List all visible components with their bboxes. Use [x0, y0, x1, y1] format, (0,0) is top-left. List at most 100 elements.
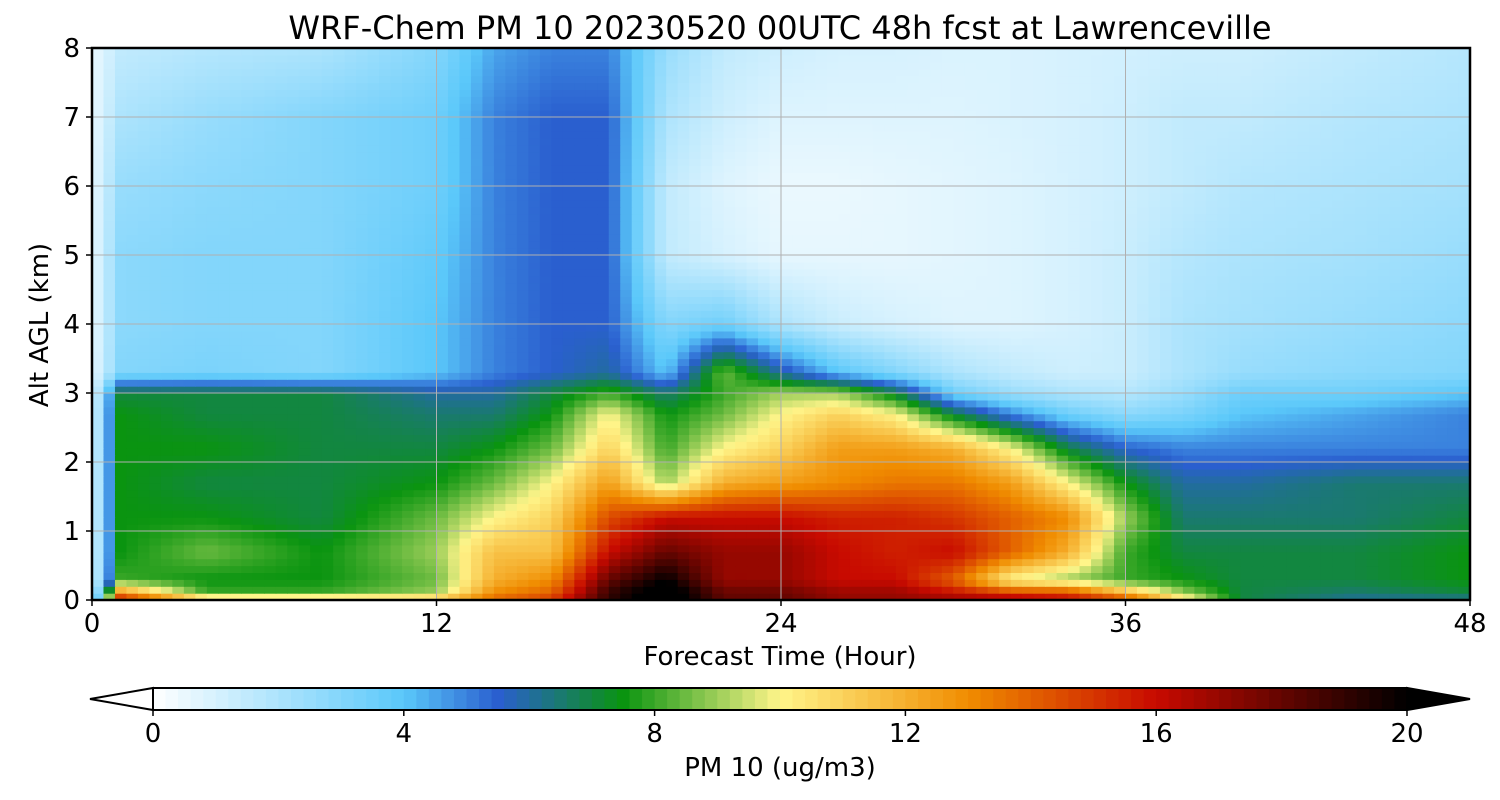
heatmap-cell — [298, 413, 311, 422]
heatmap-cell — [470, 386, 484, 394]
heatmap-cell — [1401, 455, 1414, 463]
heatmap-cell — [758, 399, 771, 408]
heatmap-cell — [356, 399, 369, 408]
heatmap-cell — [160, 399, 173, 408]
heatmap-cell — [735, 330, 748, 339]
heatmap-cell — [1022, 393, 1035, 401]
heatmap-cell — [1079, 406, 1092, 415]
heatmap-cell — [735, 448, 748, 456]
heatmap-cell — [367, 310, 380, 318]
heatmap-cell — [654, 517, 667, 525]
heatmap-cell — [769, 593, 782, 600]
heatmap-cell — [1045, 496, 1058, 504]
heatmap-cell — [1102, 565, 1115, 573]
heatmap-cell — [1079, 379, 1092, 387]
heatmap-cell — [918, 310, 931, 318]
heatmap-cell — [1182, 399, 1195, 408]
heatmap-cell — [241, 351, 254, 360]
heatmap-cell — [849, 372, 862, 380]
heatmap-cell — [229, 593, 242, 600]
heatmap-cell — [654, 386, 667, 394]
heatmap-cell — [1320, 531, 1333, 539]
heatmap-cell — [643, 351, 656, 360]
heatmap-cell — [907, 593, 920, 600]
heatmap-cell — [815, 572, 828, 580]
heatmap-cell — [539, 544, 552, 553]
heatmap-cell — [631, 468, 644, 477]
heatmap-cell — [838, 413, 851, 422]
heatmap-cell — [1366, 551, 1379, 560]
heatmap-cell — [218, 593, 231, 600]
heatmap-cell — [918, 551, 931, 560]
heatmap-cell — [895, 468, 908, 477]
heatmap-cell — [895, 537, 908, 546]
heatmap-cell — [1297, 413, 1310, 422]
heatmap-cell — [700, 310, 713, 318]
heatmap-cell — [1045, 572, 1058, 580]
heatmap-cell — [826, 475, 840, 484]
heatmap-cell — [1182, 579, 1195, 587]
heatmap-cell — [964, 393, 977, 401]
heatmap-cell — [1286, 372, 1299, 380]
heatmap-cell — [654, 420, 667, 429]
heatmap-cell — [941, 551, 954, 560]
heatmap-cell — [1079, 489, 1092, 498]
heatmap-cell — [700, 448, 713, 456]
heatmap-cell — [1378, 517, 1391, 525]
heatmap-cell — [379, 482, 392, 491]
heatmap-cell — [1056, 393, 1069, 401]
heatmap-cell — [631, 544, 644, 553]
heatmap-cell — [447, 317, 461, 325]
heatmap-cell — [436, 551, 449, 560]
heatmap-cell — [1286, 441, 1299, 449]
heatmap-cell — [918, 489, 931, 498]
heatmap-cell — [746, 593, 759, 600]
heatmap-cell — [1447, 344, 1460, 353]
heatmap-cell — [1458, 489, 1470, 498]
heatmap-cell — [1079, 475, 1092, 484]
heatmap-cell — [356, 365, 369, 373]
heatmap-cell — [976, 524, 989, 532]
heatmap-cell — [1286, 468, 1299, 477]
heatmap-cell — [1228, 365, 1241, 373]
heatmap-cell — [907, 393, 920, 401]
heatmap-cell — [574, 379, 587, 387]
heatmap-cell — [367, 448, 380, 456]
heatmap-cell — [1194, 468, 1207, 477]
heatmap-cell — [241, 379, 254, 387]
heatmap-cell — [1355, 517, 1368, 525]
heatmap-cell — [114, 524, 128, 532]
heatmap-cell — [631, 531, 644, 539]
heatmap-cell — [1458, 544, 1470, 553]
heatmap-cell — [608, 593, 621, 600]
heatmap-cell — [953, 351, 966, 360]
heatmap-cell — [137, 393, 151, 401]
heatmap-cell — [1010, 399, 1023, 408]
heatmap-cell — [826, 351, 840, 360]
heatmap-cell — [1297, 427, 1310, 435]
heatmap-cell — [1435, 551, 1448, 560]
heatmap-cell — [390, 365, 403, 373]
heatmap-cell — [505, 386, 518, 394]
heatmap-cell — [470, 565, 484, 573]
heatmap-cell — [769, 399, 782, 408]
heatmap-cell — [114, 441, 128, 449]
heatmap-cell — [1136, 551, 1150, 560]
heatmap-cell — [1274, 462, 1287, 470]
heatmap-cell — [379, 524, 392, 532]
heatmap-cell — [815, 330, 828, 339]
heatmap-cell — [229, 551, 242, 560]
heatmap-cell — [1309, 551, 1322, 560]
heatmap-cell — [723, 344, 736, 353]
heatmap-cell — [1205, 351, 1218, 360]
heatmap-cell — [493, 551, 506, 560]
heatmap-cell — [1274, 324, 1287, 332]
heatmap-cell — [551, 351, 564, 360]
heatmap-cell — [252, 496, 265, 504]
heatmap-cell — [413, 510, 426, 518]
heatmap-cell — [264, 344, 277, 353]
heatmap-cell — [999, 558, 1012, 567]
heatmap-cell — [907, 351, 920, 360]
heatmap-cell — [1332, 372, 1345, 380]
heatmap-cell — [1045, 462, 1058, 470]
